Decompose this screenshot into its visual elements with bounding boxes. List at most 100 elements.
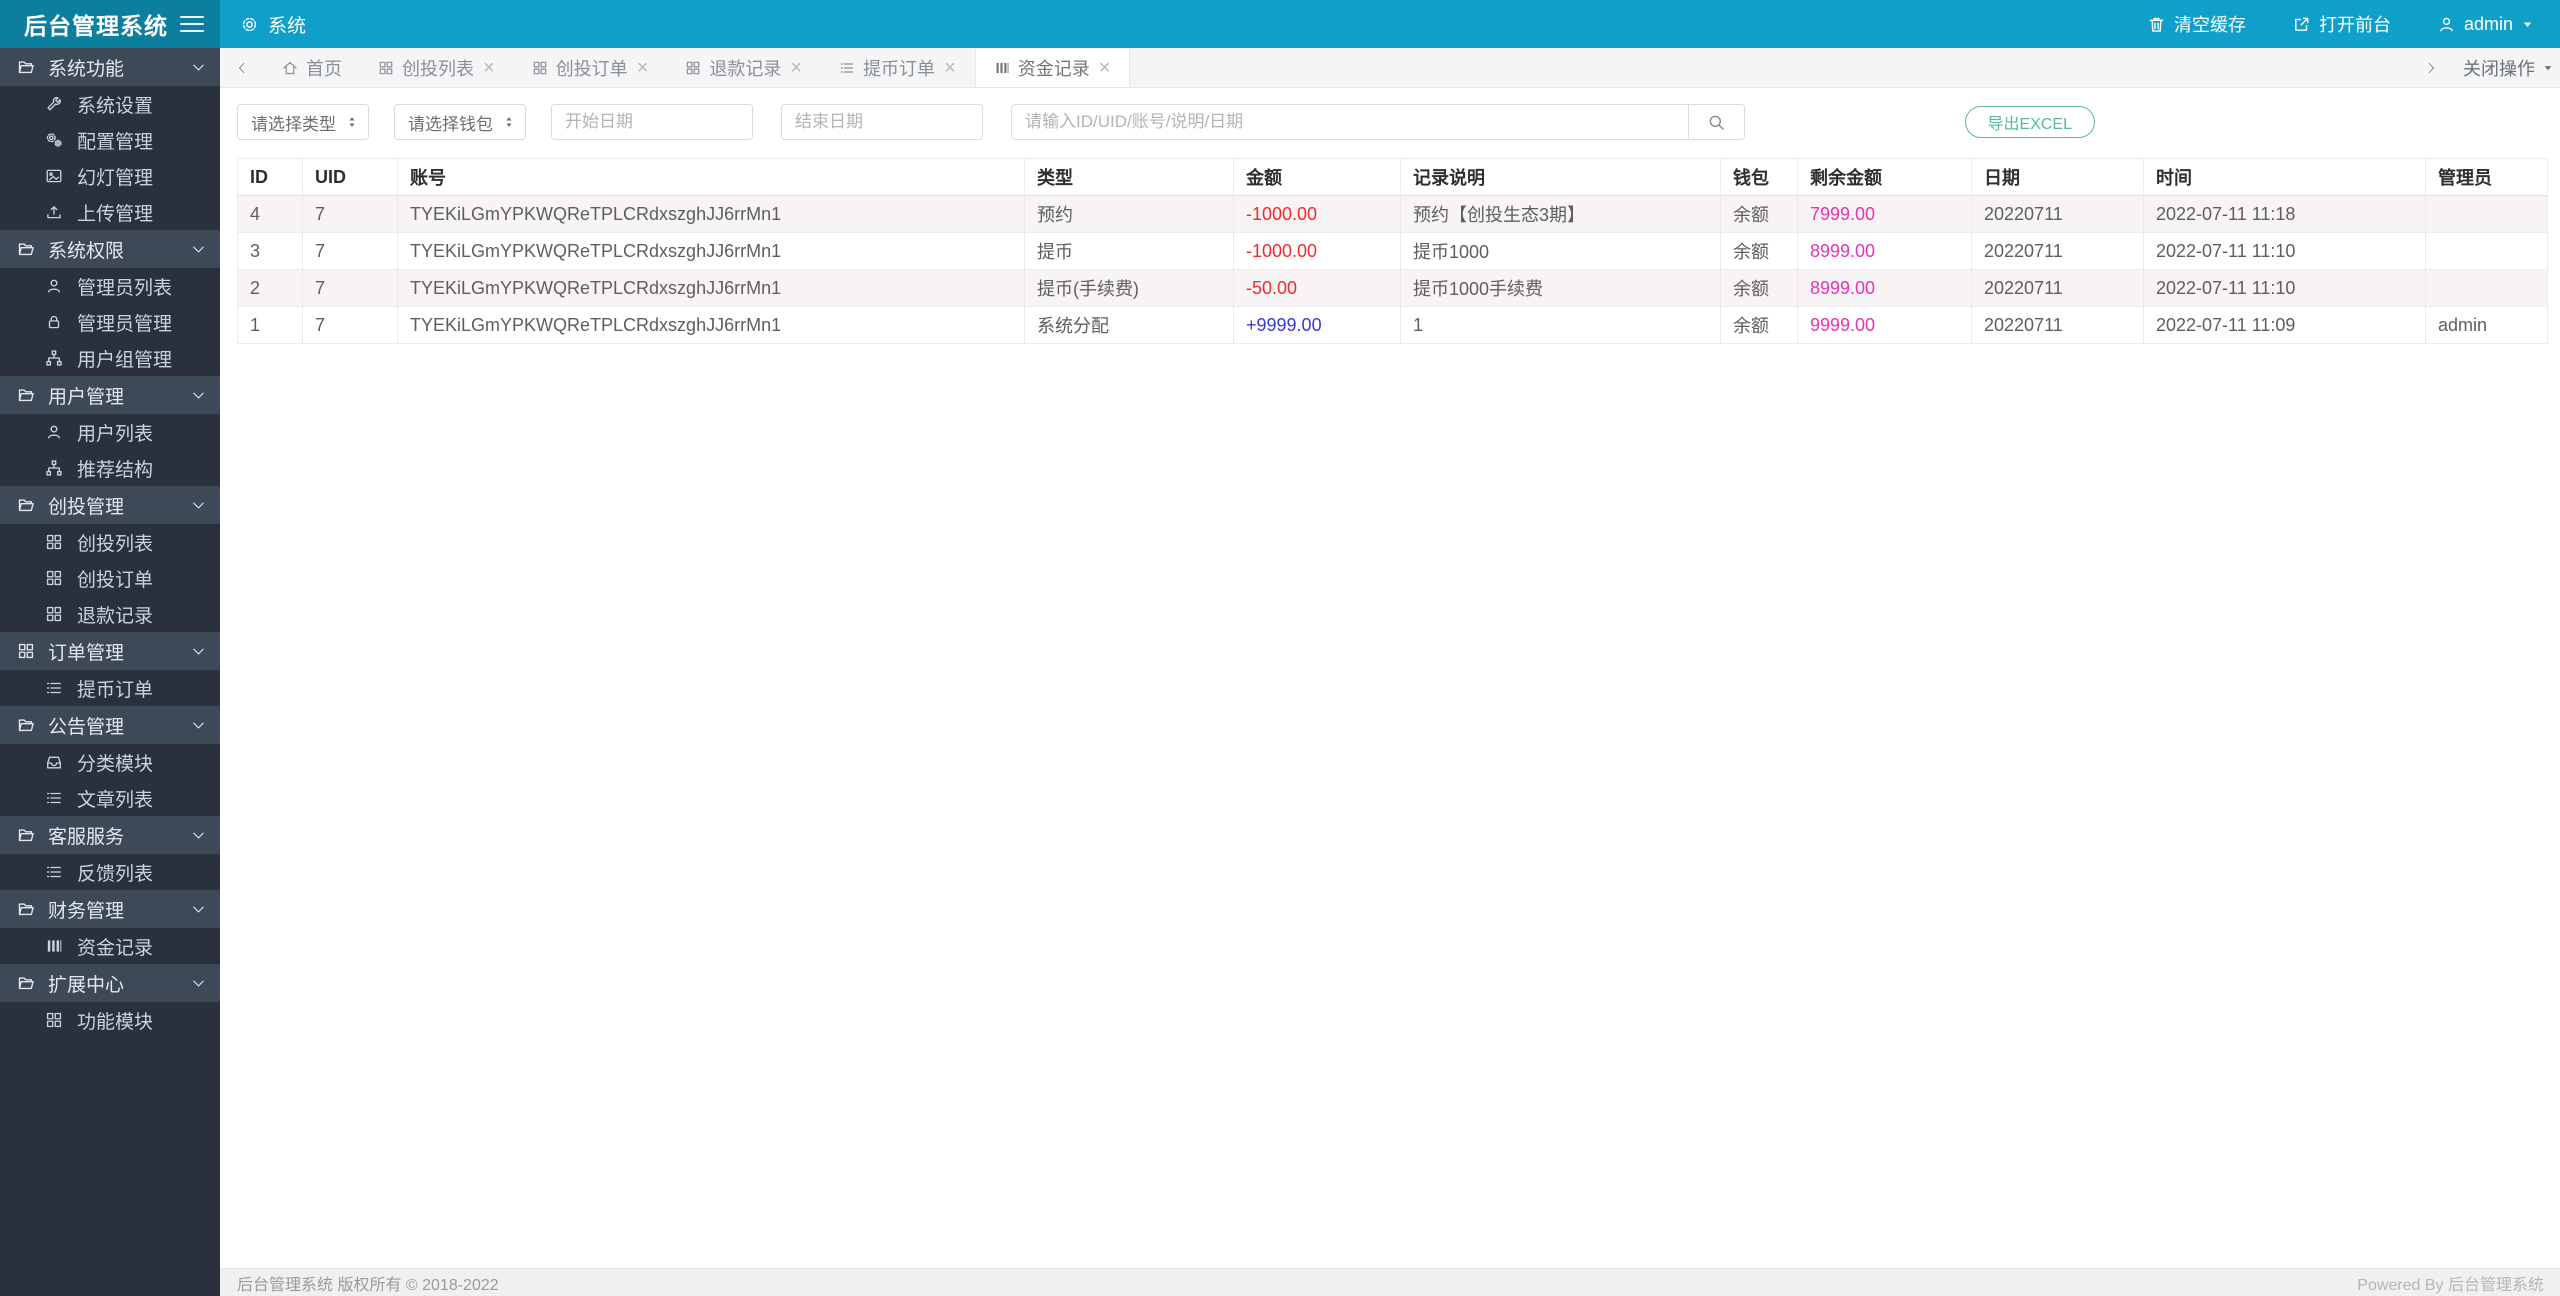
copyright: 后台管理系统 版权所有 © 2018-2022 xyxy=(237,1276,499,1294)
sidebar-item[interactable]: 功能模块 xyxy=(0,1002,220,1038)
sidebar-item[interactable]: 管理员管理 xyxy=(0,304,220,340)
sidebar-item[interactable]: 文章列表 xyxy=(0,780,220,816)
open-frontend-button[interactable]: 打开前台 xyxy=(2292,11,2391,37)
sidebar-item[interactable]: 创投列表 xyxy=(0,524,220,560)
grid-icon xyxy=(45,1011,63,1029)
upload-icon xyxy=(45,203,63,221)
sidebar-item-label: 创投订单 xyxy=(77,569,154,591)
cell-uid: 7 xyxy=(302,269,398,307)
cell-account: TYEKiLGmYPKWQReTPLCRdxszghJJ6rrMn1 xyxy=(397,195,1025,233)
sitemap-icon xyxy=(45,459,63,477)
gears-icon xyxy=(45,131,63,149)
sidebar-item[interactable]: 退款记录 xyxy=(0,596,220,632)
tabs-scroll-right-icon[interactable] xyxy=(2409,48,2453,87)
sidebar-item[interactable]: 创投订单 xyxy=(0,560,220,596)
tab-item[interactable]: 首页 xyxy=(264,48,360,87)
sidebar-group-header[interactable]: 公告管理 xyxy=(0,706,220,744)
module-switcher[interactable]: 系统 xyxy=(220,0,326,48)
cell-amount: +9999.00 xyxy=(1233,306,1401,344)
sidebar-group-header[interactable]: 财务管理 xyxy=(0,890,220,928)
search-group xyxy=(1011,104,1745,140)
sidebar-item[interactable]: 上传管理 xyxy=(0,194,220,230)
wallet-select[interactable]: 请选择钱包 xyxy=(394,104,526,140)
app-logo: 后台管理系统 xyxy=(0,0,220,48)
tab-item[interactable]: 创投订单 × xyxy=(514,48,668,87)
cell-id: 3 xyxy=(237,232,303,270)
sidebar-group-header[interactable]: 用户管理 xyxy=(0,376,220,414)
start-date-input[interactable] xyxy=(551,104,753,140)
sidebar-item-label: 幻灯管理 xyxy=(77,167,154,189)
filter-bar: 请选择类型 请选择钱包 导出EXCEL xyxy=(220,89,2560,140)
list-icon xyxy=(45,679,63,697)
sidebar-group-header[interactable]: 订单管理 xyxy=(0,632,220,670)
sidebar-item[interactable]: 配置管理 xyxy=(0,122,220,158)
sidebar-item[interactable]: 系统设置 xyxy=(0,86,220,122)
menu-toggle-icon[interactable] xyxy=(178,12,206,36)
sitemap-icon xyxy=(45,349,63,367)
inbox-icon xyxy=(45,753,63,771)
cell-type: 预约 xyxy=(1024,195,1234,233)
export-excel-button[interactable]: 导出EXCEL xyxy=(1964,106,2095,138)
user-icon xyxy=(45,423,63,441)
type-select[interactable]: 请选择类型 xyxy=(237,104,369,140)
tab-active[interactable]: 资金记录 × xyxy=(974,48,1131,87)
cell-uid: 7 xyxy=(302,195,398,233)
sidebar-group-header[interactable]: 系统功能 xyxy=(0,48,220,86)
sidebar-item[interactable]: 资金记录 xyxy=(0,928,220,964)
close-tab-icon[interactable]: × xyxy=(790,56,803,79)
tab-item[interactable]: 创投列表 × xyxy=(360,48,514,87)
sidebar-item[interactable]: 分类模块 xyxy=(0,744,220,780)
sidebar-item-label: 分类模块 xyxy=(77,753,154,775)
sidebar-group-header[interactable]: 创投管理 xyxy=(0,486,220,524)
sidebar-item[interactable]: 用户组管理 xyxy=(0,340,220,376)
tab-label: 资金记录 xyxy=(1017,58,1090,79)
sidebar-group-header[interactable]: 客服服务 xyxy=(0,816,220,854)
sidebar-item[interactable]: 管理员列表 xyxy=(0,268,220,304)
cell-desc: 1 xyxy=(1400,306,1721,344)
chevron-down-icon xyxy=(191,60,206,75)
close-tab-icon[interactable]: × xyxy=(483,56,495,79)
search-button[interactable] xyxy=(1689,104,1745,140)
cell-amount: -50.00 xyxy=(1233,269,1401,307)
sidebar-group-label: 订单管理 xyxy=(48,642,125,664)
user-menu[interactable]: admin xyxy=(2437,14,2534,35)
tabs-scroll-left-icon[interactable] xyxy=(220,48,264,87)
sidebar-group-label: 财务管理 xyxy=(48,900,125,922)
sidebar-item[interactable]: 推荐结构 xyxy=(0,450,220,486)
cell-id: 2 xyxy=(237,269,303,307)
cell-wallet: 余额 xyxy=(1720,306,1798,344)
sidebar-item[interactable]: 反馈列表 xyxy=(0,854,220,890)
column-header: 账号 xyxy=(397,158,1025,196)
tab-item[interactable]: 退款记录 × xyxy=(667,48,821,87)
sidebar-item-label: 创投列表 xyxy=(77,533,154,555)
cell-balance: 8999.00 xyxy=(1797,232,1972,270)
sidebar-item[interactable]: 用户列表 xyxy=(0,414,220,450)
column-header: 时间 xyxy=(2143,158,2426,196)
list-icon xyxy=(45,789,63,807)
sidebar-item-label: 系统设置 xyxy=(77,95,154,117)
sidebar-item-label: 管理员管理 xyxy=(77,313,173,335)
updown-icon xyxy=(503,115,515,129)
sidebar-group-header[interactable]: 扩展中心 xyxy=(0,964,220,1002)
cell-wallet: 余额 xyxy=(1720,195,1798,233)
close-tab-icon[interactable]: × xyxy=(1098,56,1111,79)
external-link-icon xyxy=(2292,15,2311,34)
cell-time: 2022-07-11 11:18 xyxy=(2143,195,2426,233)
close-actions-dropdown[interactable]: 关闭操作 xyxy=(2453,48,2560,87)
lock-icon xyxy=(45,313,63,331)
end-date-input[interactable] xyxy=(781,104,983,140)
clear-cache-button[interactable]: 清空缓存 xyxy=(2147,11,2246,37)
grid-icon xyxy=(378,60,394,76)
sidebar-item-label: 文章列表 xyxy=(77,789,154,811)
search-input[interactable] xyxy=(1011,104,1689,140)
tab-item[interactable]: 提币订单 × xyxy=(821,48,975,87)
sidebar: 系统功能 系统设置 配置管理 幻灯管理 上传管理 系统权限 管理员列表 管理员管理 用户组管理用… xyxy=(0,48,220,1296)
close-tab-icon[interactable]: × xyxy=(944,56,956,79)
close-tab-icon[interactable]: × xyxy=(636,56,649,79)
sidebar-group-label: 创投管理 xyxy=(48,496,125,518)
records-table: ID UID 账号 类型 金额 记录说明 钱包 剩余金额 日期 时间 管理员 4 7 TYEKiLGmY… xyxy=(237,158,2548,344)
sidebar-group-header[interactable]: 系统权限 xyxy=(0,230,220,268)
cell-account: TYEKiLGmYPKWQReTPLCRdxszghJJ6rrMn1 xyxy=(397,269,1025,307)
sidebar-item[interactable]: 幻灯管理 xyxy=(0,158,220,194)
sidebar-item[interactable]: 提币订单 xyxy=(0,670,220,706)
